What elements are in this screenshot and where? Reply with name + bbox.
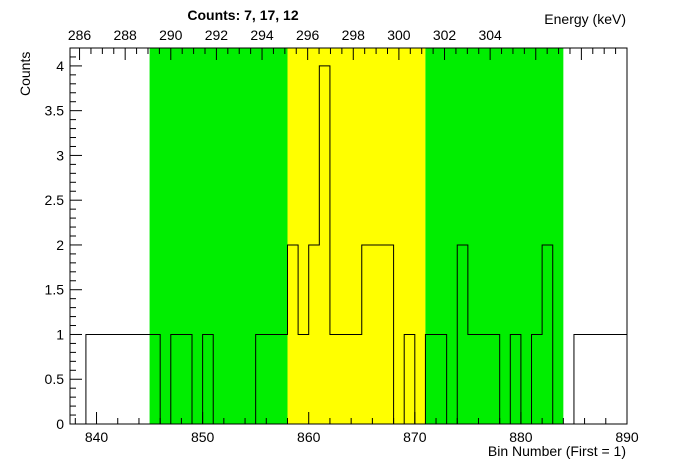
x-tick-label: 850 [191, 429, 215, 445]
x-tick-label: 870 [403, 429, 427, 445]
top-tick-label: 296 [296, 27, 320, 43]
top-tick-label: 298 [342, 27, 366, 43]
histogram-line [85, 65, 628, 425]
top-tick-label: 302 [433, 27, 457, 43]
top-tick-label: 288 [113, 27, 137, 43]
y-tick-label: 4 [56, 58, 64, 74]
y-axis-ticks: 0 0.5 1 1.5 2 2.5 3 3.5 4 [45, 47, 82, 432]
y-tick-label: 1 [56, 326, 64, 342]
top-tick-label: 294 [250, 27, 274, 43]
y-tick-label: 2.5 [45, 192, 65, 208]
y-tick-label: 3.5 [45, 103, 65, 119]
x-tick-label: 880 [509, 429, 533, 445]
top-tick-label: 292 [205, 27, 229, 43]
region-right-background [425, 48, 564, 424]
x-tick-label: 890 [615, 429, 639, 445]
y-tick-label: 0.5 [45, 371, 65, 387]
region-left-background [149, 48, 288, 424]
top-tick-label: 300 [387, 27, 411, 43]
y-tick-label: 0 [56, 416, 64, 432]
histogram-series [85, 65, 628, 425]
x-axis-title: Bin Number (First = 1) [488, 443, 626, 459]
y-tick-label: 2 [56, 237, 64, 253]
top-tick-label: 304 [478, 27, 502, 43]
y-tick-label: 1.5 [45, 282, 65, 298]
top-tick-label: 286 [68, 27, 92, 43]
y-tick-label: 3 [56, 147, 64, 163]
bottom-x-axis-ticks: 840 850 860 870 880 890 [74, 412, 639, 445]
x-tick-label: 840 [85, 429, 109, 445]
chart-title: Counts: 7, 17, 12 [187, 7, 298, 23]
y-axis-title: Counts [17, 52, 33, 96]
region-peak [287, 48, 426, 424]
top-energy-axis-ticks: 286 288 290 292 294 296 298 300 302 304 [68, 27, 617, 60]
x-tick-label: 860 [297, 429, 321, 445]
top-tick-label: 290 [159, 27, 183, 43]
highlight-regions [149, 48, 564, 424]
top-axis-title: Energy (keV) [544, 11, 626, 27]
